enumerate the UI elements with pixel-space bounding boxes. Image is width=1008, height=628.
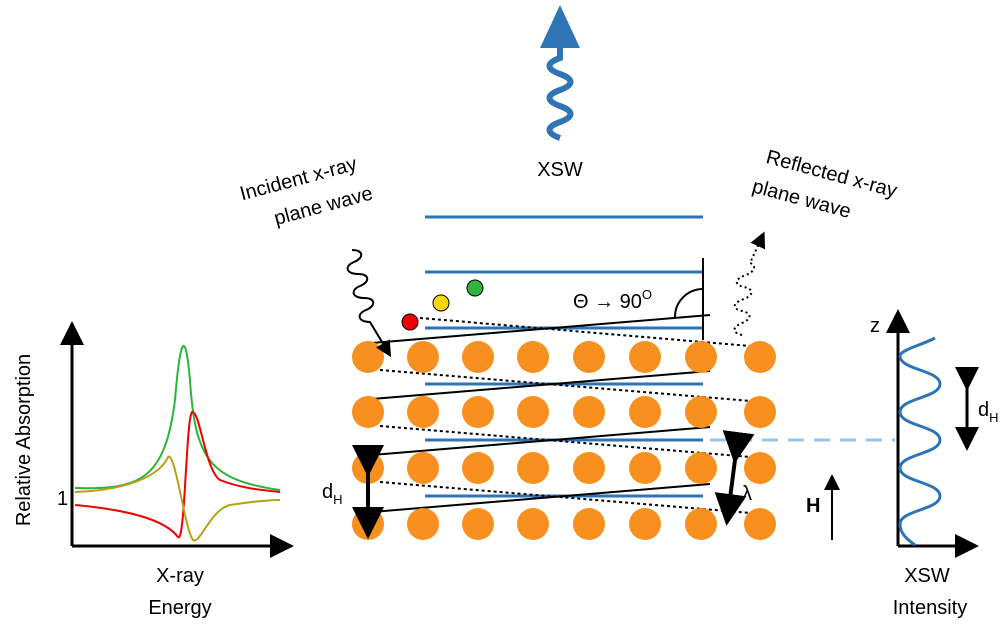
red-atom [402, 314, 418, 330]
intensity-y-label: z [870, 315, 880, 337]
absorption-x-label: Energy [148, 597, 211, 619]
reflected-wave [735, 237, 763, 335]
incident-wave [348, 250, 388, 352]
angle-arc [675, 289, 703, 317]
absorption-y-tick: 1 [57, 488, 68, 510]
h-label: H [806, 495, 820, 517]
dh-label: dH [322, 481, 343, 507]
red-curve [75, 412, 280, 537]
green-curve [75, 346, 280, 490]
absorption-y-label: Relative Absorption [13, 354, 35, 526]
intensity-x-label: XSW [904, 565, 950, 587]
intensity-dh-label: dH [978, 399, 999, 425]
lambda-label: λ [742, 483, 752, 505]
xsw-curve [900, 338, 940, 545]
top-label: XSW [537, 159, 583, 181]
lambda-arrow [728, 452, 736, 514]
xsw-wave [550, 46, 571, 138]
intensity-x-label: Intensity [893, 597, 967, 619]
green-atom [467, 280, 483, 296]
yellow-atom [433, 295, 449, 311]
xsw-arrowhead [540, 5, 580, 48]
xsw-diagram: XSW Θ → 90O Incident x-ray plane wave Re… [0, 0, 1008, 628]
angle-label: Θ → 90O [573, 287, 652, 313]
olive-curve [75, 457, 280, 541]
absorption-x-label: X-ray [156, 565, 204, 587]
